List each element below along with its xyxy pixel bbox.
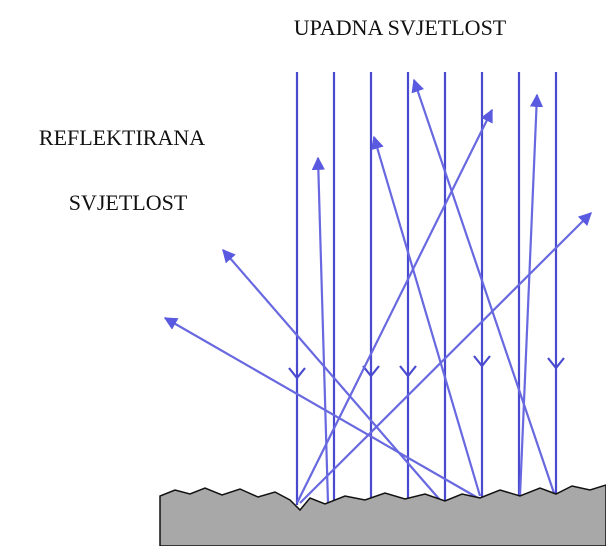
incident-label: UPADNA SVJETLOST: [294, 15, 507, 40]
reflected-label-1: REFLEKTIRANA: [39, 125, 205, 150]
surface: [159, 484, 606, 546]
incident-rays: [288, 72, 565, 505]
reflected-label-2: SVJETLOST: [69, 190, 188, 215]
reflected-rays: [163, 78, 592, 504]
